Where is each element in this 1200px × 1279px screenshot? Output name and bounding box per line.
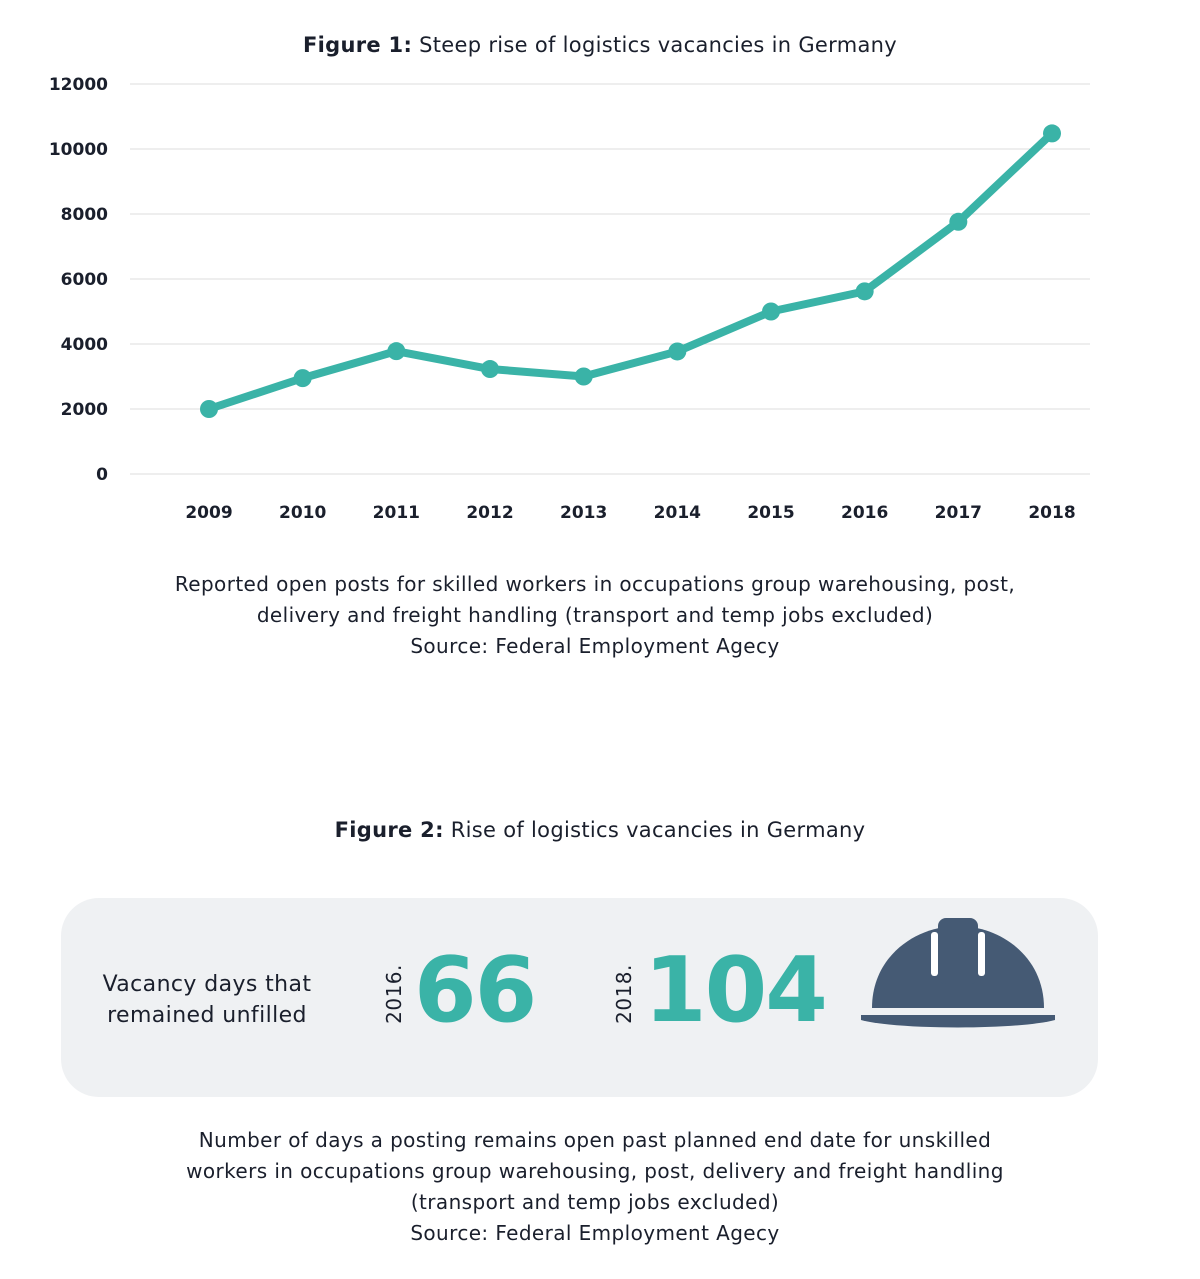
x-tick-label: 2015: [747, 503, 794, 523]
figure1-caption-line: Source: Federal Employment Agecy: [410, 634, 780, 658]
x-tick-label: 2013: [560, 503, 607, 523]
x-tick-label: 2009: [185, 503, 232, 523]
data-point: [481, 360, 499, 379]
x-tick-label: 2010: [279, 503, 326, 523]
figure2-title-bold: Figure 2:: [334, 818, 444, 842]
x-tick-label: 2014: [654, 503, 701, 523]
figure2-caption-line: workers in occupations group warehousing…: [186, 1159, 1004, 1183]
data-point: [762, 302, 780, 321]
figure2-caption-line: Source: Federal Employment Agecy: [410, 1221, 780, 1245]
data-point: [949, 212, 968, 231]
stat-2018-value: 104: [644, 938, 828, 1043]
y-tick-label: 6000: [61, 270, 108, 290]
vacancy-days-label: Vacancy days that remained unfilled: [78, 969, 336, 1031]
data-point: [1043, 124, 1061, 143]
y-tick-label: 10000: [49, 140, 108, 160]
x-tick-label: 2016: [841, 503, 888, 523]
figure2-title-text: Rise of logistics vacancies in Germany: [443, 818, 866, 842]
vacancy-days-label-line: Vacancy days that: [102, 972, 312, 997]
figure1-title: Figure 1: Steep rise of logistics vacanc…: [0, 33, 1200, 57]
stat-2018-year: 2018.: [611, 964, 636, 1024]
y-tick-label: 12000: [49, 75, 108, 95]
x-tick-label: 2017: [935, 503, 982, 523]
data-point: [293, 369, 312, 388]
figure2-caption-line: Number of days a posting remains open pa…: [198, 1128, 992, 1152]
figure1-caption: Reported open posts for skilled workers …: [100, 569, 1090, 662]
data-point: [574, 367, 593, 386]
data-point: [200, 400, 218, 418]
y-tick-label: 0: [96, 465, 108, 485]
data-point: [668, 342, 687, 361]
figure2-title: Figure 2: Rise of logistics vacancies in…: [0, 818, 1200, 842]
x-tick-label: 2011: [373, 503, 420, 523]
y-tick-label: 2000: [61, 400, 108, 420]
x-tick-label: 2018: [1028, 503, 1075, 523]
stat-2016-year: 2016.: [381, 964, 406, 1024]
figure2-caption: Number of days a posting remains open pa…: [100, 1125, 1090, 1249]
figure1-title-text: Steep rise of logistics vacancies in Ger…: [412, 33, 897, 57]
data-point: [387, 342, 406, 361]
x-tick-label: 2012: [466, 503, 513, 523]
line-chart: 0 2000 4000 6000 8000 10000 12000 2009 2010 2011 2…: [49, 75, 1090, 523]
vacancy-days-label-line: remained unfilled: [107, 1003, 307, 1028]
figure1-title-bold: Figure 1:: [303, 33, 413, 57]
stat-2016-value: 66: [414, 938, 537, 1043]
y-tick-label: 8000: [61, 205, 108, 225]
figure1-caption-line: delivery and freight handling (transport…: [256, 603, 934, 627]
series-line: [205, 129, 1056, 413]
figure2-caption-line: (transport and temp jobs excluded): [410, 1190, 780, 1214]
hard-hat-icon: [861, 918, 1055, 1028]
data-point: [855, 282, 874, 301]
y-tick-label: 4000: [61, 335, 108, 355]
figure1-caption-line: Reported open posts for skilled workers …: [174, 572, 1016, 596]
